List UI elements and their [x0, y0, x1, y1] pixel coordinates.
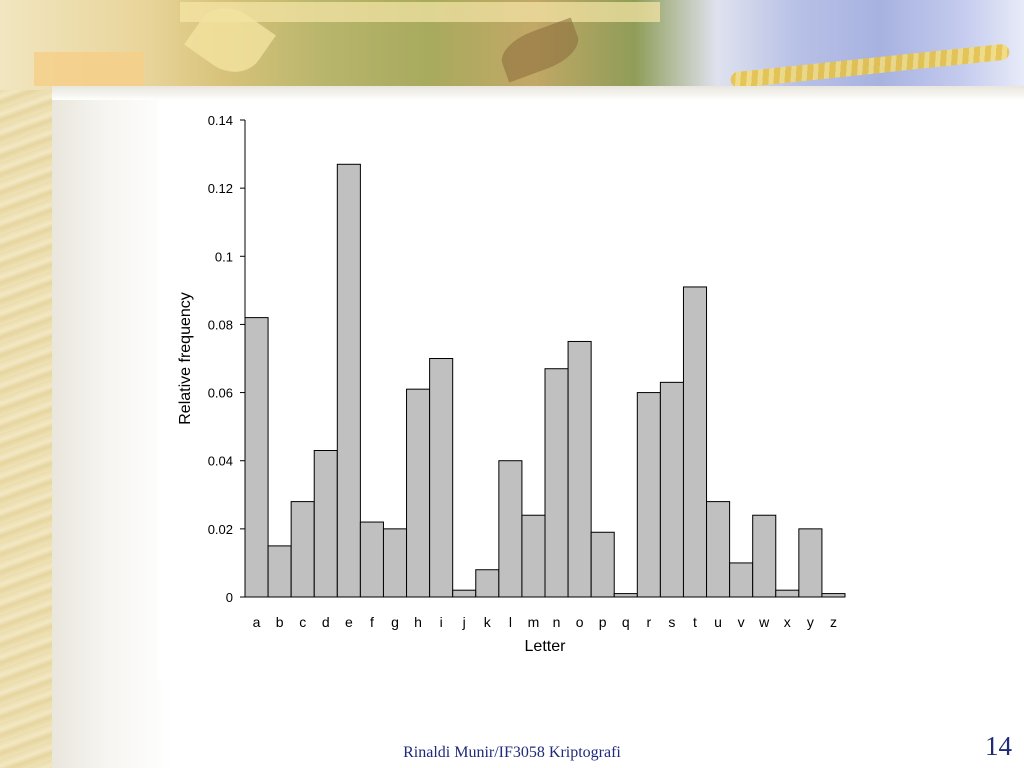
x-tick-label-k: k [484, 614, 492, 630]
bar-v [729, 562, 754, 598]
y-tick-label: 0.08 [208, 317, 233, 332]
x-tick-label-y: y [807, 614, 814, 630]
banner-yellow-band [180, 2, 660, 22]
y-tick-label: 0.12 [208, 181, 233, 196]
bar-u [706, 501, 731, 598]
bar-y [798, 528, 823, 598]
y-tick-label: 0.1 [215, 249, 233, 264]
decorative-left-shadow [52, 88, 172, 768]
bar-f [359, 521, 384, 598]
bar-l [498, 460, 523, 598]
x-tick-label-l: l [509, 614, 512, 630]
bar-r [636, 392, 661, 598]
decorative-left-strip [0, 0, 52, 768]
x-tick-label-m: m [528, 614, 540, 630]
x-axis-label: Letter [525, 638, 567, 655]
x-tick-label-u: u [714, 614, 722, 630]
x-tick-label-v: v [738, 614, 745, 630]
x-tick-label-n: n [553, 614, 561, 630]
y-tick-label: 0.06 [208, 386, 233, 401]
bar-e [336, 163, 361, 598]
bar-t [682, 286, 708, 598]
x-tick-label-h: h [414, 614, 422, 630]
x-tick-label-a: a [253, 614, 261, 630]
banner-leaf-dark [495, 17, 585, 83]
decorative-banner [0, 0, 1024, 90]
bar-j [452, 589, 477, 598]
y-tick-label: 0.04 [208, 454, 233, 469]
y-tick-label: 0 [226, 590, 233, 605]
y-axis-label: Relative frequency [177, 292, 194, 425]
x-tick-label-o: o [576, 614, 584, 630]
x-tick-label-p: p [599, 614, 607, 630]
bar-k [475, 569, 500, 598]
bar-m [521, 514, 546, 598]
bar-i [429, 358, 454, 598]
x-tick-label-b: b [276, 614, 284, 630]
x-tick-label-c: c [299, 614, 306, 630]
x-tick-label-z: z [830, 614, 837, 630]
x-tick-label-g: g [391, 614, 399, 630]
x-tick-label-e: e [345, 614, 353, 630]
footer-text: Rinaldi Munir/IF3058 Kriptografi [403, 744, 621, 761]
bar-c [290, 501, 315, 598]
x-tick-label-j: j [462, 614, 466, 630]
bar-g [382, 528, 408, 598]
banner-orange-band [34, 52, 144, 86]
bar-q [613, 593, 638, 598]
x-tick-label-i: i [440, 614, 443, 630]
bar-d [313, 449, 338, 598]
x-tick-label-f: f [370, 614, 374, 630]
bar-h [406, 388, 431, 598]
banner-wheat [729, 43, 1011, 89]
bar-x [775, 589, 800, 598]
bar-p [590, 531, 615, 598]
x-tick-label-q: q [622, 614, 630, 630]
x-tick-label-w: w [758, 614, 770, 630]
page-number: 14 [985, 731, 1012, 761]
bar-w [752, 514, 777, 598]
banner-bottom-fade [52, 86, 1024, 100]
x-tick-label-d: d [322, 614, 330, 630]
x-tick-label-t: t [693, 614, 697, 630]
y-axis-ticks: 0 0.02 0.04 0.06 0.08 0.1 0.12 0.14 [208, 113, 245, 605]
bar-o [567, 340, 592, 598]
y-tick-label: 0.14 [208, 113, 233, 128]
x-tick-label-s: s [668, 614, 675, 630]
x-tick-label-r: r [647, 614, 652, 630]
x-tick-label-x: x [784, 614, 791, 630]
bar-s [659, 381, 684, 598]
bar-z [821, 593, 846, 598]
y-tick-label: 0.02 [208, 522, 233, 537]
bar-n [544, 368, 569, 598]
bar-a [244, 317, 269, 598]
bars [244, 163, 846, 598]
bar-b [267, 545, 292, 598]
